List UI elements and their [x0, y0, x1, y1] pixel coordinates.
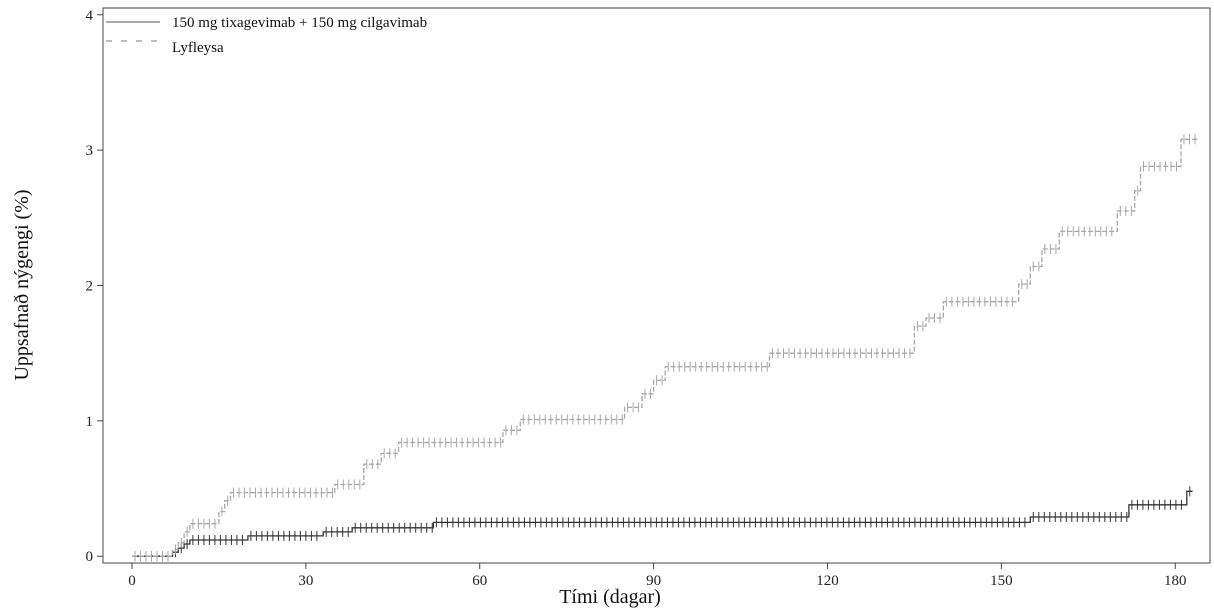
y-axis-title: Uppsafnað nýgengi (%)	[11, 189, 33, 380]
x-tick-label: 0	[128, 573, 136, 589]
censor-marks	[134, 134, 1196, 562]
y-tick-label: 0	[86, 549, 94, 565]
y-axis: 0 1 2 3 4	[86, 8, 103, 565]
y-tick-label: 1	[86, 414, 94, 430]
x-tick-label: 90	[646, 573, 661, 589]
series-line-placebo	[132, 138, 1199, 557]
x-axis: 0 30 60 90 120 150 180	[128, 563, 1186, 589]
x-tick-label: 120	[816, 573, 839, 589]
legend-label-placebo: Lyfleysa	[172, 40, 224, 56]
plot-frame	[102, 7, 1211, 564]
legend: 150 mg tixagevimab + 150 mg cilgavimab L…	[106, 15, 427, 56]
x-axis-title: Tími (dagar)	[559, 586, 661, 608]
x-tick-label: 30	[298, 573, 313, 589]
x-tick-label: 180	[1164, 573, 1187, 589]
y-tick-label: 3	[86, 143, 94, 159]
y-tick-label: 2	[86, 279, 94, 295]
y-tick-label: 4	[86, 8, 94, 24]
x-tick-label: 150	[990, 573, 1013, 589]
x-tick-label: 60	[472, 573, 487, 589]
legend-label-treatment: 150 mg tixagevimab + 150 mg cilgavimab	[172, 15, 427, 31]
series-layer	[132, 138, 1199, 557]
